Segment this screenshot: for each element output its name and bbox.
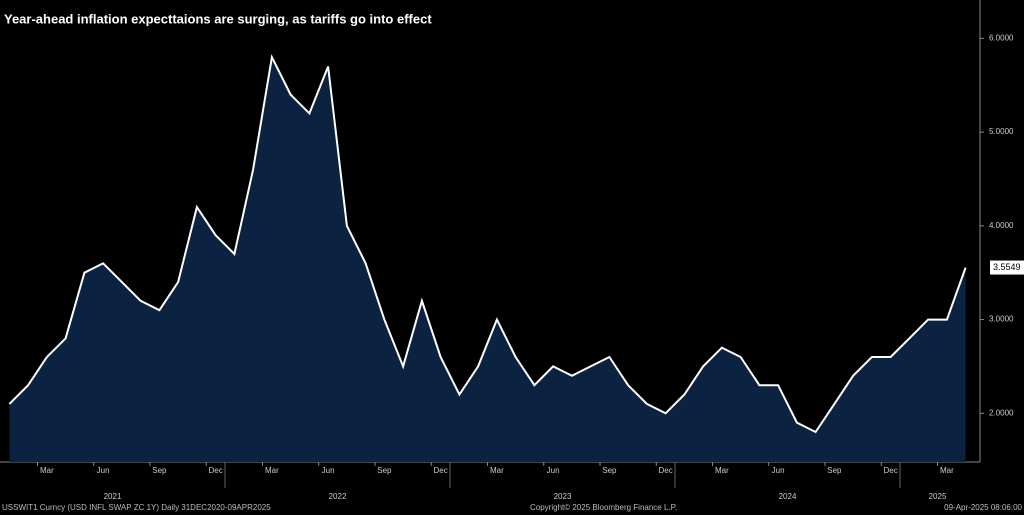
x-tick-label: Mar bbox=[40, 466, 54, 475]
x-tick-label: Sep bbox=[602, 466, 617, 475]
area bbox=[9, 57, 966, 462]
x-tick-label: Dec bbox=[659, 466, 673, 475]
year-label: 2024 bbox=[779, 492, 797, 501]
source: USSWIT1 Curncy (USD INFL SWAP ZC 1Y) Dai… bbox=[2, 503, 271, 512]
last-value-label: 3.5549 bbox=[993, 262, 1021, 272]
x-tick-label: Mar bbox=[265, 466, 279, 475]
copyright: Copyright© 2025 Bloomberg Finance L.P. bbox=[530, 503, 677, 512]
year-label: 2023 bbox=[554, 492, 572, 501]
x-tick-label: Mar bbox=[490, 466, 504, 475]
chart-title: Year-ahead inflation expecttaions are su… bbox=[4, 11, 432, 26]
year-label: 2021 bbox=[104, 492, 122, 501]
y-tick-label: 6.0000 bbox=[989, 34, 1014, 43]
x-tick-label: Jun bbox=[772, 466, 785, 475]
year-label: 2025 bbox=[929, 492, 947, 501]
x-tick-label: Jun bbox=[322, 466, 335, 475]
line bbox=[8, 54, 967, 434]
x-tick-label: Mar bbox=[940, 466, 954, 475]
y-tick-label: 4.0000 bbox=[989, 221, 1014, 230]
last-value-box bbox=[990, 260, 1024, 275]
y-tick-label: 3.0000 bbox=[989, 315, 1014, 324]
y-tick-label: 2.0000 bbox=[989, 408, 1014, 417]
year-label: 2022 bbox=[329, 492, 347, 501]
x-tick-label: Sep bbox=[377, 466, 392, 475]
x-tick-label: Dec bbox=[209, 466, 223, 475]
x-tick-label: Jun bbox=[97, 466, 110, 475]
x-tick-label: Mar bbox=[715, 466, 729, 475]
x-tick-label: Dec bbox=[884, 466, 898, 475]
y-tick-label: 5.0000 bbox=[989, 127, 1014, 136]
x-tick-label: Sep bbox=[152, 466, 167, 475]
x-tick-label: Sep bbox=[827, 466, 842, 475]
x-tick-label: Dec bbox=[434, 466, 448, 475]
timestamp: 09-Apr-2025 08:06:00 bbox=[944, 503, 1022, 512]
x-tick-label: Jun bbox=[547, 466, 560, 475]
